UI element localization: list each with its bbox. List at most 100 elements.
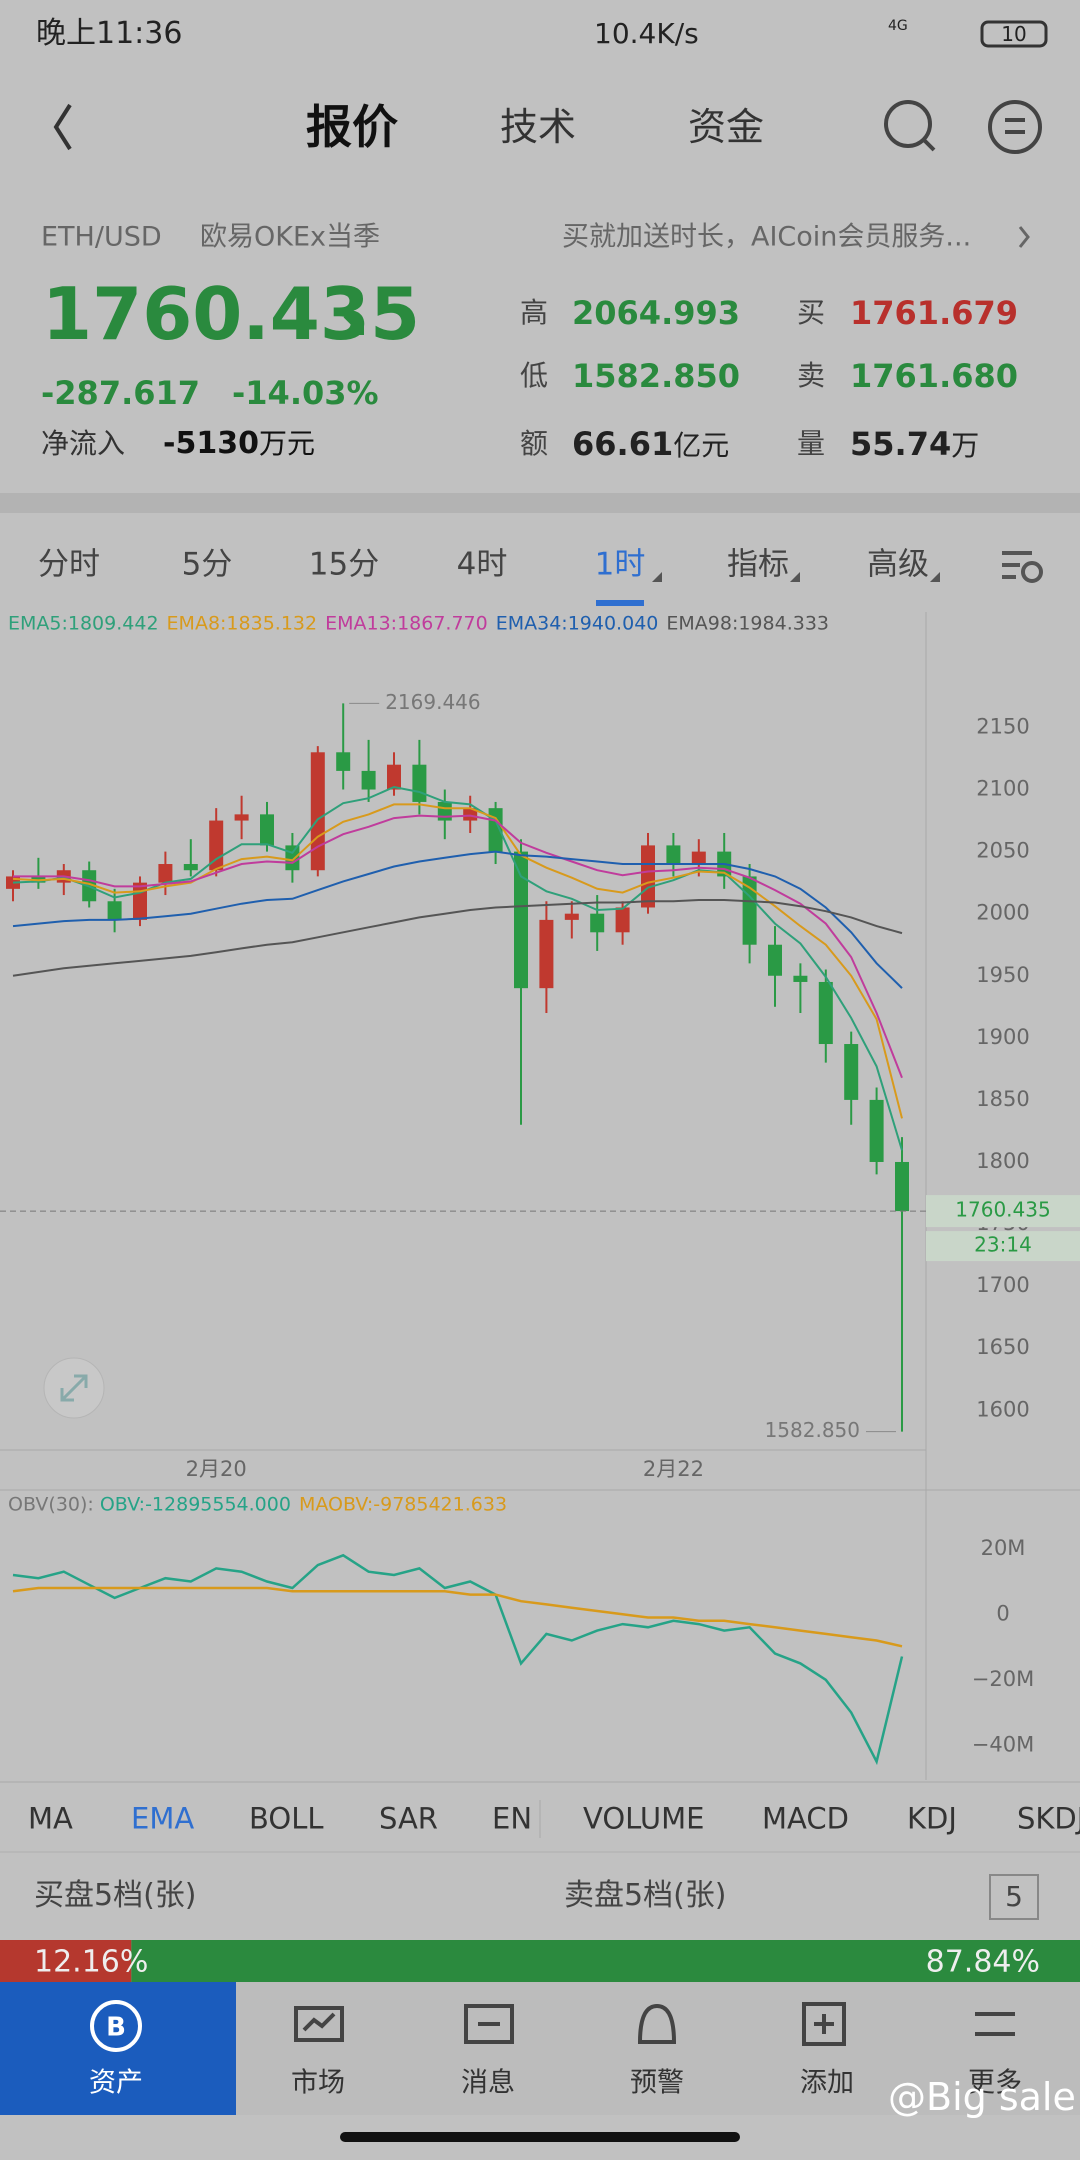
candle-body bbox=[387, 764, 401, 790]
menu-icon[interactable] bbox=[988, 100, 1042, 154]
indicator-tab[interactable]: EMA bbox=[131, 1801, 195, 1836]
indicator-tab[interactable]: EN bbox=[492, 1804, 532, 1834]
last-price-tag bbox=[926, 1195, 1080, 1228]
period-tab[interactable]: 分时 bbox=[38, 546, 100, 583]
indicator-tab[interactable]: VOLUME bbox=[583, 1801, 705, 1836]
stat-value: 2064.993 bbox=[572, 294, 741, 332]
candle-body bbox=[514, 851, 528, 989]
candle-body bbox=[895, 1161, 909, 1212]
ema-line bbox=[12, 850, 903, 989]
y-tick-label: 2100 bbox=[976, 777, 1029, 801]
y-tick-label: 2150 bbox=[976, 714, 1029, 738]
nav-item[interactable]: 消息 bbox=[461, 2067, 515, 2099]
price-change: -287.617 bbox=[41, 374, 201, 412]
net-inflow: -5130万元 bbox=[163, 426, 315, 461]
sell-title: 卖盘5档(张) bbox=[564, 1878, 727, 1913]
period-tab[interactable]: 指标 bbox=[727, 546, 789, 583]
stat-value: 55.74万 bbox=[850, 425, 980, 463]
candle-body bbox=[183, 864, 198, 871]
stat-label: 卖 bbox=[797, 359, 826, 392]
nav-item[interactable]: 市场 bbox=[291, 2067, 345, 2099]
candle-body bbox=[793, 975, 808, 982]
nav-tab[interactable]: 资金 bbox=[687, 105, 765, 149]
status-speed: 10.4K/s bbox=[594, 17, 699, 50]
candle-body bbox=[564, 913, 579, 920]
status-time: 晚上11:36 bbox=[36, 16, 183, 51]
nav-tab[interactable]: 报价 bbox=[306, 100, 398, 154]
candle-body bbox=[310, 752, 325, 871]
expand-icon bbox=[60, 1374, 88, 1402]
net-inflow-unit: 万元 bbox=[258, 427, 315, 460]
nav-logo: B bbox=[106, 2013, 126, 2043]
promo-arrow bbox=[1018, 226, 1030, 248]
indicator-tab[interactable]: MA bbox=[28, 1801, 73, 1836]
depth-box[interactable] bbox=[989, 1874, 1039, 1920]
y-tick-label: 20M bbox=[981, 1536, 1026, 1560]
status-battery: 10 bbox=[1001, 22, 1027, 46]
legend-entry: OBV:-12895554.000 bbox=[100, 1494, 291, 1516]
candle-body bbox=[361, 770, 376, 790]
ratio-label: 12.16% bbox=[34, 1945, 148, 1980]
stat-label: 买 bbox=[797, 296, 826, 329]
legend-entry: EMA8:1835.132 bbox=[167, 613, 318, 635]
indicator-line bbox=[12, 1586, 903, 1648]
search-icon[interactable] bbox=[884, 100, 932, 148]
period-tab[interactable]: 4时 bbox=[456, 546, 508, 583]
countdown-tag bbox=[926, 1231, 1080, 1262]
stat-unit: 万 bbox=[951, 429, 980, 462]
depth-value[interactable]: 5 bbox=[1005, 1880, 1023, 1913]
candle-body bbox=[260, 814, 274, 846]
promo[interactable]: 买就加送时长，AICoin会员服务... bbox=[562, 221, 972, 253]
period-tab[interactable]: 15分 bbox=[308, 546, 380, 583]
indicator-title: OBV(30): bbox=[8, 1494, 94, 1516]
settings-icon[interactable] bbox=[1002, 551, 1043, 583]
stat-value: 1761.679 bbox=[850, 294, 1019, 332]
candle-body bbox=[107, 901, 122, 920]
indicator-tab[interactable]: SKDJ bbox=[1017, 1801, 1080, 1836]
y-tick-label: 1800 bbox=[976, 1149, 1029, 1173]
indicator-line bbox=[12, 1553, 904, 1766]
y-tick-label: 1850 bbox=[976, 1087, 1029, 1111]
nav-item[interactable]: 资产 bbox=[89, 2067, 143, 2099]
y-tick-label: 1600 bbox=[976, 1397, 1029, 1421]
candle-body bbox=[641, 845, 655, 908]
ratio-label: 87.84% bbox=[926, 1945, 1040, 1980]
period-tab[interactable]: 1时 bbox=[594, 546, 646, 583]
nav-item[interactable]: 预警 bbox=[630, 2067, 684, 2099]
last-price: 1760.435 bbox=[42, 272, 421, 356]
period-tab[interactable]: 高级 bbox=[867, 546, 929, 583]
candle-body bbox=[869, 1099, 884, 1162]
indicator-tab[interactable]: BOLL bbox=[249, 1801, 324, 1836]
candle-body bbox=[336, 752, 351, 771]
indicator-tab[interactable]: MACD bbox=[762, 1801, 849, 1836]
stat-value: 1582.850 bbox=[572, 357, 741, 395]
nav-tab[interactable]: 技术 bbox=[499, 105, 577, 149]
y-tick-label: 1700 bbox=[976, 1273, 1029, 1297]
stat-label: 低 bbox=[520, 359, 549, 392]
legend-entry: EMA13:1867.770 bbox=[325, 613, 488, 635]
status-network: 4G bbox=[888, 18, 908, 34]
dropdown-triangle bbox=[790, 572, 800, 582]
indicator-tab[interactable]: KDJ bbox=[907, 1801, 957, 1836]
y-tick-label: −40M bbox=[972, 1732, 1034, 1756]
candle-body bbox=[234, 814, 249, 821]
period-tab[interactable]: 5分 bbox=[181, 546, 233, 583]
stat-label: 量 bbox=[797, 427, 826, 460]
indicator-tab[interactable]: SAR bbox=[379, 1801, 438, 1836]
period-underline bbox=[596, 600, 644, 606]
pair: ETH/USD bbox=[41, 221, 162, 253]
trend-arrow bbox=[343, 314, 364, 335]
candle-body bbox=[285, 845, 300, 871]
price-change-pct: -14.03% bbox=[232, 374, 379, 412]
dropdown-triangle bbox=[652, 572, 662, 582]
back-icon[interactable] bbox=[53, 103, 72, 151]
stat-unit: 亿元 bbox=[673, 429, 730, 462]
dropdown-triangle bbox=[930, 572, 940, 582]
stat-value: 66.61亿元 bbox=[572, 425, 730, 463]
nav-item[interactable]: 添加 bbox=[800, 2067, 854, 2099]
stat-label: 额 bbox=[520, 427, 549, 460]
nav-item[interactable]: 更多 bbox=[968, 2067, 1022, 2099]
min-label: 1582.850 bbox=[765, 1418, 860, 1442]
